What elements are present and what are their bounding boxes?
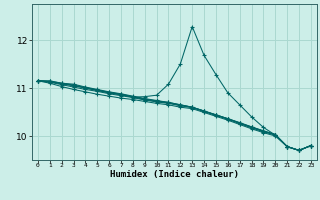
X-axis label: Humidex (Indice chaleur): Humidex (Indice chaleur) [110, 170, 239, 179]
